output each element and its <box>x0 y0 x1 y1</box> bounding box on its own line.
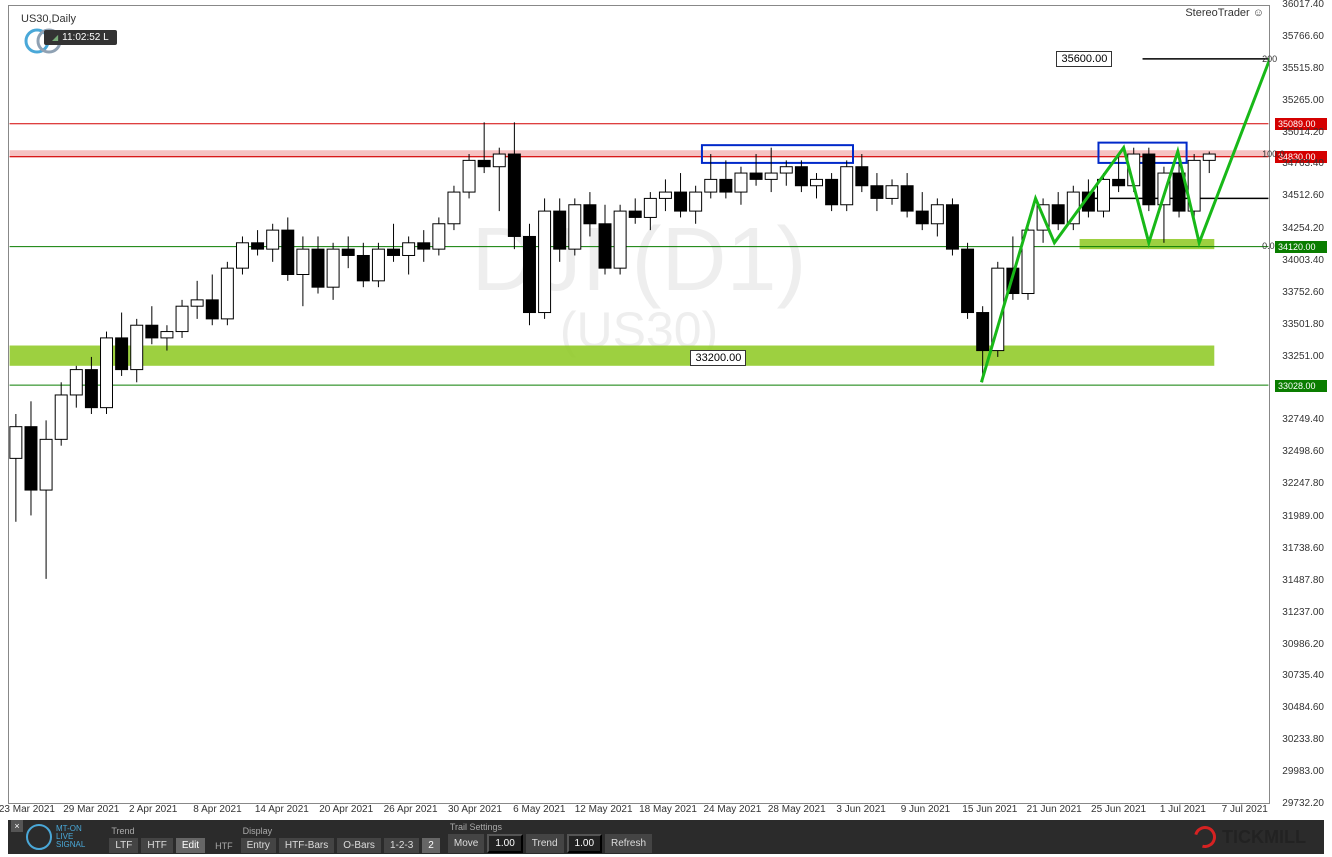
toolbar-group-label: Trend <box>109 826 205 836</box>
x-tick: 23 Mar 2021 <box>0 804 55 815</box>
y-tick: 29732.20 <box>1270 798 1324 809</box>
x-tick: 1 Jul 2021 <box>1160 804 1206 815</box>
y-tick: 30484.60 <box>1270 702 1324 713</box>
toolbar-button-ltf[interactable]: LTF <box>109 838 138 853</box>
price-annotation: 35600.00 <box>1056 51 1112 67</box>
y-tick: 34763.40 <box>1270 158 1324 169</box>
x-tick: 26 Apr 2021 <box>384 804 438 815</box>
toolbar-close-button[interactable]: × <box>11 820 23 832</box>
toolbar-group: Display EntryHTF-BarsO-Bars1-2-32 <box>241 826 440 853</box>
x-tick: 12 May 2021 <box>575 804 633 815</box>
toolbar-group-label: HTF <box>213 841 233 851</box>
y-tick: 35014.20 <box>1270 127 1324 138</box>
y-tick: 30986.20 <box>1270 639 1324 650</box>
tickmill-icon <box>1190 822 1220 852</box>
time-badge: 11:02:52 L <box>44 30 117 45</box>
x-tick: 24 May 2021 <box>703 804 761 815</box>
y-tick: 31237.00 <box>1270 607 1324 618</box>
tickmill-text: TICKMILL <box>1222 827 1306 848</box>
toolbar-button-entry[interactable]: Entry <box>241 838 276 853</box>
x-tick: 14 Apr 2021 <box>255 804 309 815</box>
watermark-sub: (US30) <box>472 305 807 355</box>
y-tick: 30233.80 <box>1270 734 1324 745</box>
x-tick: 18 May 2021 <box>639 804 697 815</box>
toolbar-button-trend[interactable]: Trend <box>526 834 564 853</box>
y-tick: 31989.00 <box>1270 511 1324 522</box>
toolbar-group-label: Trail Settings <box>448 822 652 832</box>
price-annotation: 33200.00 <box>690 350 746 366</box>
watermark-main: DJI (D1) <box>472 215 807 305</box>
toolbar-button-htfbars[interactable]: HTF-Bars <box>279 838 334 853</box>
y-tick: 29983.00 <box>1270 766 1324 777</box>
y-tick: 34512.60 <box>1270 190 1324 201</box>
x-tick: 28 May 2021 <box>768 804 826 815</box>
tickmill-brand: TICKMILL <box>1194 826 1306 848</box>
x-tick: 15 Jun 2021 <box>962 804 1017 815</box>
chart-area[interactable]: US30,Daily 11:02:52 L DJI (D1) (US30) 35… <box>8 5 1270 804</box>
chart-title: US30,Daily <box>21 13 76 25</box>
toolbar-button-htf[interactable]: HTF <box>141 838 172 853</box>
y-tick: 33501.80 <box>1270 319 1324 330</box>
watermark: DJI (D1) (US30) <box>472 215 807 355</box>
y-tick: 33251.00 <box>1270 351 1324 362</box>
toolbar-button-obars[interactable]: O-Bars <box>337 838 381 853</box>
toolbar-group: HTF <box>213 841 233 853</box>
toolbar-group: Trend LTFHTF Edit <box>109 826 205 853</box>
y-tick: 31738.60 <box>1270 543 1324 554</box>
toolbar-logo: MT-ONLIVESIGNAL <box>26 824 85 850</box>
y-tick: 34254.20 <box>1270 223 1324 234</box>
y-tick: 30735.40 <box>1270 670 1324 681</box>
x-tick: 7 Jul 2021 <box>1222 804 1268 815</box>
x-axis: 23 Mar 202129 Mar 20212 Apr 20218 Apr 20… <box>8 804 1270 819</box>
stereo-trader-label: StereoTrader ☺ <box>1185 7 1264 19</box>
toolbar-button-123[interactable]: 1-2-3 <box>384 838 419 853</box>
y-tick: 35265.00 <box>1270 95 1324 106</box>
x-tick: 8 Apr 2021 <box>193 804 241 815</box>
toolbar-button-edit[interactable]: Edit <box>176 838 205 853</box>
x-tick: 3 Jun 2021 <box>836 804 886 815</box>
mt-on-text: MT-ONLIVESIGNAL <box>56 825 85 849</box>
y-tick: 33752.60 <box>1270 287 1324 298</box>
x-tick: 30 Apr 2021 <box>448 804 502 815</box>
toolbar-group: Trail SettingsMove1.00Trend1.00Refresh <box>448 822 652 853</box>
mt-on-icon <box>26 824 52 850</box>
x-tick: 6 May 2021 <box>513 804 565 815</box>
toolbar-button-100[interactable]: 1.00 <box>487 834 522 853</box>
y-tick: 35515.80 <box>1270 63 1324 74</box>
x-tick: 21 Jun 2021 <box>1027 804 1082 815</box>
y-tick: 32247.80 <box>1270 478 1324 489</box>
toolbar-group-label: Display <box>241 826 440 836</box>
toolbar-button-move[interactable]: Move <box>448 834 484 853</box>
bottom-toolbar: × MT-ONLIVESIGNAL TrendLTFHTFEditHTFDisp… <box>8 820 1324 854</box>
toolbar-button-2[interactable]: 2 <box>422 838 440 853</box>
y-tick: 32498.60 <box>1270 446 1324 457</box>
y-tick: 36017.40 <box>1270 0 1324 10</box>
toolbar-button-100[interactable]: 1.00 <box>567 834 602 853</box>
chart-overlay <box>9 6 1269 803</box>
x-tick: 25 Jun 2021 <box>1091 804 1146 815</box>
toolbar-button-refresh[interactable]: Refresh <box>605 834 652 853</box>
x-tick: 2 Apr 2021 <box>129 804 177 815</box>
y-tick: 31487.80 <box>1270 575 1324 586</box>
x-tick: 20 Apr 2021 <box>319 804 373 815</box>
y-tick: 35766.60 <box>1270 31 1324 42</box>
x-tick: 9 Jun 2021 <box>901 804 951 815</box>
y-tick: 34003.40 <box>1270 255 1324 266</box>
x-tick: 29 Mar 2021 <box>63 804 119 815</box>
y-axis: 36017.4035766.6035515.8035265.0035014.20… <box>1270 5 1324 804</box>
y-tick: 32749.40 <box>1270 414 1324 425</box>
